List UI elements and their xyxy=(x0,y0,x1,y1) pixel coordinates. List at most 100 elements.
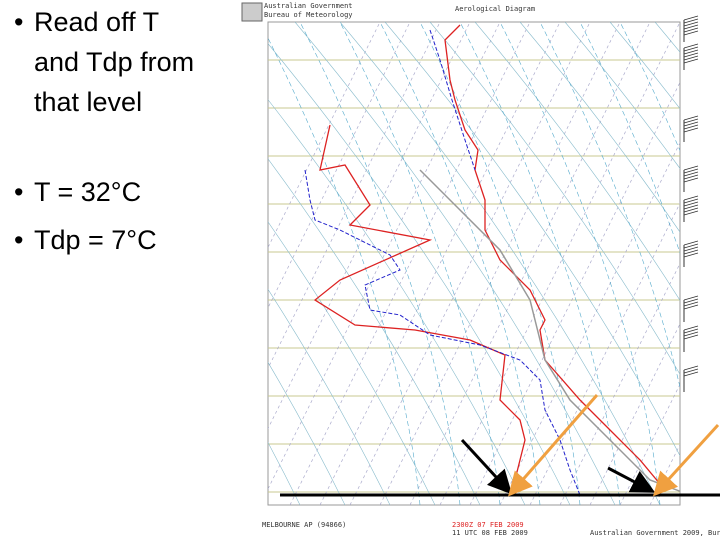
moist-adiabat xyxy=(459,22,621,505)
time: 11 UTC 08 FEB 2009 xyxy=(452,529,528,537)
dry-adiabat xyxy=(564,22,680,169)
dry-adiabat xyxy=(384,22,680,457)
bullet-line: Read off T xyxy=(14,2,194,42)
bullet-line: Tdp = 7°C xyxy=(14,220,157,260)
moist-adiabat xyxy=(499,22,661,505)
isotherm xyxy=(289,22,531,505)
dewpoint-line xyxy=(429,29,476,171)
barb-flag xyxy=(683,371,699,377)
diagram-title: Aerological Diagram xyxy=(455,5,535,13)
station: MELBOURNE AP (94866) xyxy=(262,521,346,529)
copyright: Australian Government 2009, Bureau xyxy=(590,529,720,537)
isotherm xyxy=(619,383,680,505)
arrow xyxy=(508,394,599,497)
dry-adiabat xyxy=(268,99,526,505)
barb-flag xyxy=(683,325,699,331)
dry-adiabat xyxy=(268,43,571,505)
barb-flag xyxy=(683,295,699,301)
dry-adiabat xyxy=(474,22,680,301)
barb-flag xyxy=(683,115,699,121)
isotherm xyxy=(679,504,680,505)
dry-adiabat xyxy=(519,22,680,233)
dry-adiabat xyxy=(268,288,391,505)
dry-adiabat xyxy=(268,441,301,505)
profiles xyxy=(304,24,680,496)
grid xyxy=(268,22,680,505)
barb-flag xyxy=(683,58,699,64)
dry-adiabat xyxy=(268,361,346,505)
barb-flag xyxy=(683,46,699,52)
temperature-line xyxy=(444,24,666,491)
barb-flag xyxy=(683,18,699,24)
barb-flag xyxy=(683,52,699,58)
barb-flag xyxy=(683,171,699,177)
barb-flag xyxy=(683,207,699,213)
arrow xyxy=(460,438,513,495)
isotherm xyxy=(409,22,651,505)
arrow xyxy=(607,466,656,493)
barb-flag xyxy=(683,195,699,201)
bullet-line: T = 32°C xyxy=(14,172,141,212)
dry-adiabat xyxy=(339,22,661,505)
barb-flag xyxy=(683,298,699,304)
crest xyxy=(241,2,263,22)
barb-flag xyxy=(683,246,699,252)
dry-adiabat xyxy=(429,22,680,375)
barb-flag xyxy=(683,27,699,33)
barb-flag xyxy=(683,177,699,183)
barb-flag xyxy=(683,121,699,127)
moist-adiabat xyxy=(299,22,461,505)
agency: Australian Government xyxy=(264,2,353,10)
barb-flag xyxy=(683,174,699,180)
parcel-line xyxy=(419,169,680,493)
barb-flag xyxy=(683,43,699,49)
barb-flag xyxy=(683,243,699,249)
bullet-line: and Tdp from xyxy=(34,47,195,77)
barb-flag xyxy=(683,49,699,55)
barb-flag xyxy=(683,204,699,210)
barb-flag xyxy=(683,21,699,27)
barb-flag xyxy=(683,24,699,30)
isotherm xyxy=(529,202,680,505)
barb-flag xyxy=(683,304,699,310)
isotherm xyxy=(268,22,381,249)
moist-adiabat xyxy=(268,37,421,505)
bullet: T = 32°C xyxy=(14,172,141,212)
time: 2300Z 07 FEB 2009 xyxy=(452,521,524,529)
barb-flag xyxy=(683,201,699,207)
dry-adiabat xyxy=(609,22,680,110)
isotherm xyxy=(379,22,621,505)
bullet: Tdp = 7°C xyxy=(14,220,157,260)
barb-flag xyxy=(683,55,699,61)
barb-flag xyxy=(683,168,699,174)
barb-flag xyxy=(683,165,699,171)
moist-adiabat xyxy=(339,22,501,505)
bullet-line: that level xyxy=(34,87,143,117)
barb-flag xyxy=(683,368,699,374)
moist-adiabat xyxy=(579,22,680,254)
barb-flag xyxy=(683,198,699,204)
barb-flag xyxy=(683,210,699,216)
agency: Bureau of Meteorology xyxy=(264,11,353,19)
barb-flag xyxy=(683,127,699,133)
dry-adiabat xyxy=(268,158,481,505)
wind-barbs xyxy=(683,15,699,392)
moist-adiabat xyxy=(379,22,541,505)
moist-adiabat xyxy=(419,22,581,505)
barb-flag xyxy=(683,30,699,36)
moist-adiabat xyxy=(619,22,680,152)
dry-adiabat xyxy=(294,22,616,505)
barb-flag xyxy=(683,252,699,258)
barb-flag xyxy=(683,249,699,255)
isotherm xyxy=(469,81,680,505)
dry-adiabat xyxy=(268,221,436,505)
barb-flag xyxy=(683,328,699,334)
barb-flag xyxy=(683,365,699,371)
barb-flag xyxy=(683,301,699,307)
isotherm xyxy=(268,22,411,309)
temperature-line xyxy=(313,124,526,495)
barb-flag xyxy=(683,240,699,246)
barb-flag xyxy=(683,334,699,340)
